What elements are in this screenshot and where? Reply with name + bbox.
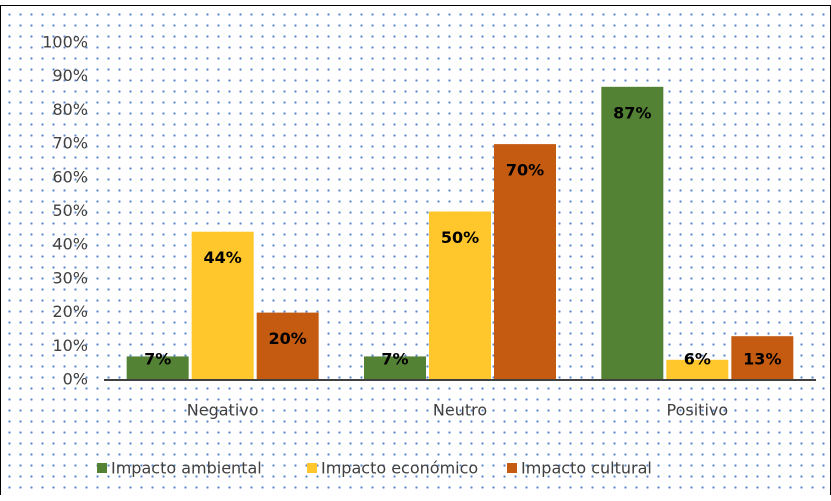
y-tick-label: 20% — [52, 302, 88, 321]
legend-label: Impacto económico — [321, 459, 478, 478]
bar — [666, 359, 729, 380]
y-tick-label: 80% — [52, 100, 88, 119]
y-tick-label: 0% — [63, 370, 88, 389]
x-tick-label: Positivo — [667, 401, 729, 420]
value-label: 44% — [204, 248, 242, 267]
value-label: 50% — [441, 228, 479, 247]
x-tick-label: Neutro — [433, 401, 487, 420]
value-label: 7% — [144, 350, 171, 369]
bar — [256, 312, 319, 380]
bar — [429, 211, 491, 380]
legend-label: Impacto ambiental — [111, 459, 262, 478]
y-tick-label: 60% — [52, 167, 88, 186]
y-tick-label: 90% — [52, 66, 88, 85]
value-label: 6% — [684, 350, 711, 369]
y-tick-label: 50% — [52, 201, 88, 220]
legend-label: Impacto cultural — [521, 459, 652, 478]
chart: 0% 10% 20% 30% 40% 50% 60% 70% 80% 90% 100% Negativ… — [42, 33, 816, 478]
bar — [364, 356, 426, 380]
bar — [731, 336, 794, 380]
legend-swatch — [307, 463, 317, 473]
y-tick-label: 10% — [52, 336, 88, 355]
value-label: 20% — [269, 329, 307, 348]
value-label: 70% — [506, 161, 544, 180]
y-tick-label: 100% — [42, 33, 88, 52]
legend-swatch — [507, 463, 517, 473]
y-tick-label: 70% — [52, 134, 88, 153]
value-label: 7% — [381, 350, 408, 369]
bar — [126, 356, 189, 380]
y-tick-label: 40% — [52, 235, 88, 254]
bar — [191, 231, 254, 380]
x-tick-label: Negativo — [187, 401, 259, 420]
bar — [601, 86, 664, 380]
value-label: 87% — [613, 103, 651, 122]
legend-swatch — [97, 463, 107, 473]
value-label: 13% — [743, 350, 781, 369]
chart-area: 0% 10% 20% 30% 40% 50% 60% 70% 80% 90% 100% Negativ… — [0, 5, 831, 495]
bar — [494, 144, 556, 380]
y-tick-label: 30% — [52, 268, 88, 287]
